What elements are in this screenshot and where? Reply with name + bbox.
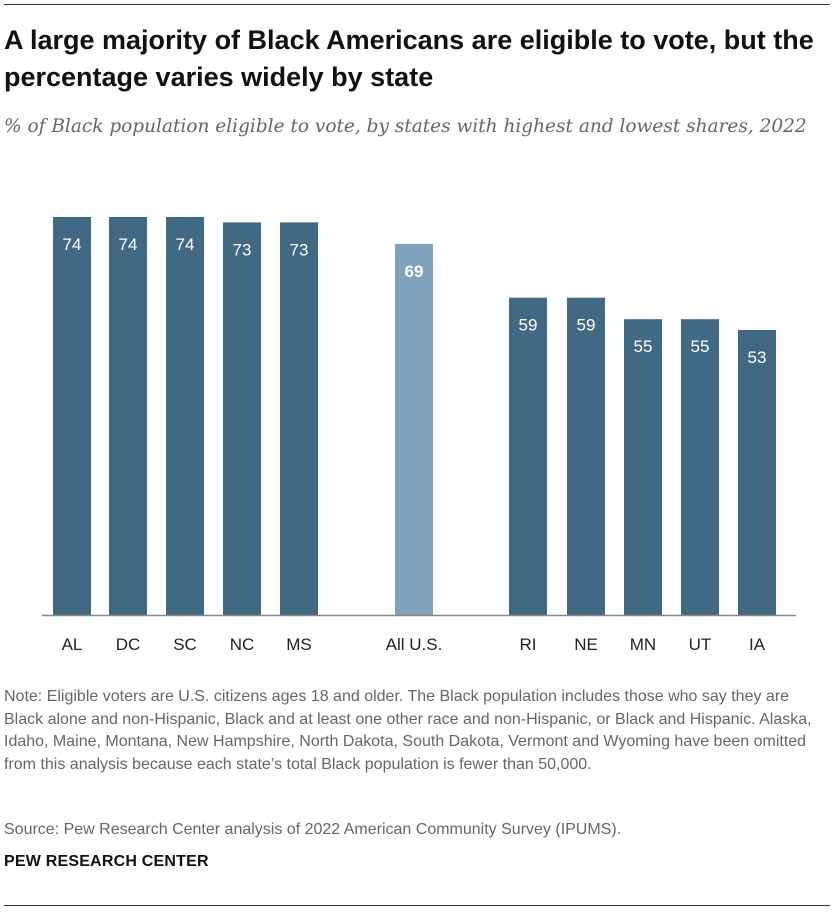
bar-sc: [166, 217, 204, 615]
bar-ia: [738, 329, 776, 615]
note-text: Note: Eligible voters are U.S. citizens …: [4, 688, 812, 773]
x-tick-label-ia: IA: [749, 635, 766, 654]
bar-ri: [509, 297, 547, 615]
chart-subtitle: % of Black population eligible to vote, …: [4, 116, 807, 137]
data-label-al: 74: [63, 235, 82, 254]
data-label-all-u-s: 69: [405, 262, 424, 281]
bar-mn: [624, 319, 662, 615]
data-label-ia: 53: [748, 348, 767, 367]
data-label-ms: 73: [290, 240, 309, 259]
data-label-sc: 74: [176, 235, 195, 254]
organization-name: PEW RESEARCH CENTER: [4, 853, 209, 870]
data-label-ri: 59: [519, 316, 538, 335]
top-rule: [4, 4, 830, 5]
data-label-nc: 73: [233, 240, 252, 259]
x-tick-label-ms: MS: [286, 635, 312, 654]
bar-al: [53, 217, 91, 615]
x-tick-label-sc: SC: [173, 635, 197, 654]
x-tick-label-nc: NC: [230, 635, 255, 654]
bar-nc: [223, 222, 261, 616]
data-label-ut: 55: [691, 337, 710, 356]
bar-ut: [681, 319, 719, 615]
bar-dc: [109, 217, 147, 615]
x-tick-label-ut: UT: [689, 635, 712, 654]
x-tick-label-mn: MN: [630, 635, 656, 654]
x-tick-label-ne: NE: [574, 635, 598, 654]
source-text: Source: Pew Research Center analysis of …: [4, 821, 622, 838]
data-label-ne: 59: [577, 316, 596, 335]
bar-ne: [567, 297, 605, 615]
x-tick-label-al: AL: [62, 635, 83, 654]
data-label-dc: 74: [119, 235, 138, 254]
chart-title: A large majority of Black Americans are …: [4, 25, 814, 92]
bar-all-u-s: [395, 243, 433, 615]
bottom-rule: [4, 905, 830, 906]
bar-chart: 74 AL 74 DC 74 SC 73 NC 73 MS 69 All U.S. 59 RI 59 NE 55…: [42, 217, 796, 654]
x-tick-label-all-u-s: All U.S.: [386, 635, 443, 654]
x-tick-label-ri: RI: [520, 635, 537, 654]
data-label-mn: 55: [634, 337, 653, 356]
x-tick-label-dc: DC: [116, 635, 141, 654]
bar-ms: [280, 222, 318, 616]
